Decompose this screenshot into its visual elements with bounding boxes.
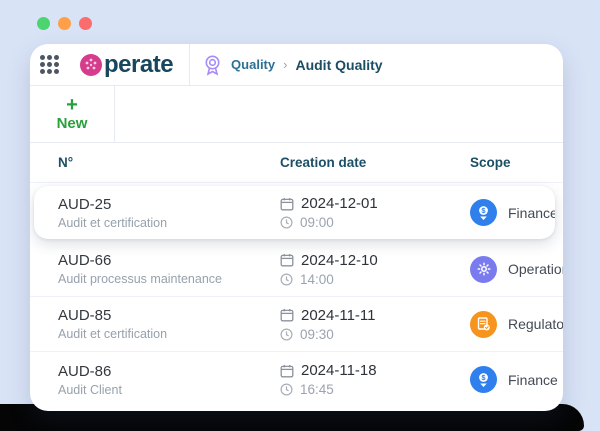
clock-icon bbox=[280, 327, 293, 341]
new-button-label: New bbox=[56, 115, 88, 132]
audit-subtitle: Audit et certification bbox=[58, 327, 168, 341]
toolbar: + New bbox=[30, 86, 563, 143]
scope-label: Finance bbox=[508, 204, 555, 221]
finance-coin-icon: $ bbox=[470, 199, 497, 226]
audit-id: AUD-86 bbox=[58, 362, 112, 380]
table-row[interactable]: AUD-85 Audit et certification 2024-11-11… bbox=[30, 297, 563, 352]
breadcrumb-audit-quality: Audit Quality bbox=[295, 56, 383, 73]
app-window: perate Quality › Audit Quality + New N° … bbox=[30, 44, 563, 411]
clock-icon bbox=[280, 272, 293, 286]
operations-gear-icon bbox=[470, 255, 497, 283]
audit-time: 09:30 bbox=[300, 326, 334, 342]
audit-id: AUD-25 bbox=[58, 195, 112, 213]
audit-date: 2024-12-01 bbox=[301, 195, 378, 212]
breadcrumb-quality[interactable]: Quality bbox=[231, 57, 276, 72]
calendar-icon bbox=[280, 308, 294, 322]
app-header: perate Quality › Audit Quality bbox=[30, 44, 563, 86]
table-row[interactable]: AUD-66 Audit processus maintenance 2024-… bbox=[30, 242, 563, 297]
audit-id: AUD-85 bbox=[58, 307, 112, 324]
calendar-icon bbox=[280, 364, 294, 378]
logo-text: perate bbox=[104, 50, 174, 78]
app-header-left: perate bbox=[30, 44, 191, 85]
clock-icon bbox=[280, 383, 293, 396]
table-row[interactable]: AUD-86 Audit Client 2024-11-18 16:45 bbox=[30, 352, 563, 407]
window-dot-green[interactable] bbox=[37, 17, 50, 30]
svg-text:$: $ bbox=[481, 373, 486, 382]
apps-grid-icon[interactable] bbox=[40, 55, 59, 74]
audit-date: 2024-12-10 bbox=[301, 251, 378, 269]
table-header: N° Creation date Scope bbox=[30, 143, 563, 183]
operate-logo[interactable]: perate bbox=[79, 50, 174, 78]
breadcrumb-separator: › bbox=[283, 57, 288, 72]
scope-label: Operation bbox=[508, 261, 563, 277]
clock-icon bbox=[280, 216, 293, 229]
breadcrumb: Quality › Audit Quality bbox=[190, 54, 383, 76]
scope-label: Regulatory bbox=[508, 316, 563, 332]
finance-coin-icon: $ bbox=[470, 366, 497, 393]
audit-date: 2024-11-11 bbox=[301, 306, 376, 324]
calendar-icon bbox=[280, 197, 294, 211]
window-dot-orange[interactable] bbox=[58, 17, 71, 30]
audit-id: AUD-66 bbox=[58, 252, 112, 269]
new-button[interactable]: + New bbox=[30, 86, 115, 142]
column-header-scope[interactable]: Scope bbox=[470, 155, 511, 170]
audit-time: 14:00 bbox=[300, 271, 334, 287]
audit-subtitle: Audit processus maintenance bbox=[58, 272, 222, 286]
window-controls bbox=[37, 17, 92, 30]
audit-time: 16:45 bbox=[300, 382, 334, 397]
audit-subtitle: Audit et certification bbox=[58, 215, 168, 230]
audit-time: 09:00 bbox=[300, 215, 334, 230]
quality-ribbon-icon bbox=[202, 54, 223, 76]
logo-o-icon bbox=[79, 53, 103, 77]
calendar-icon bbox=[280, 253, 294, 267]
audit-date: 2024-11-18 bbox=[301, 362, 377, 379]
column-header-creation-date[interactable]: Creation date bbox=[280, 155, 367, 170]
scope-label: Finance bbox=[508, 371, 558, 388]
audit-subtitle: Audit Client bbox=[58, 382, 122, 397]
window-dot-red[interactable] bbox=[79, 17, 92, 30]
regulatory-clipboard-icon bbox=[470, 310, 497, 338]
column-header-number[interactable]: N° bbox=[58, 155, 74, 170]
plus-icon: + bbox=[66, 94, 78, 116]
table-row[interactable]: AUD-25 Audit et certification 2024-12-01… bbox=[34, 186, 555, 239]
svg-text:$: $ bbox=[481, 206, 486, 215]
